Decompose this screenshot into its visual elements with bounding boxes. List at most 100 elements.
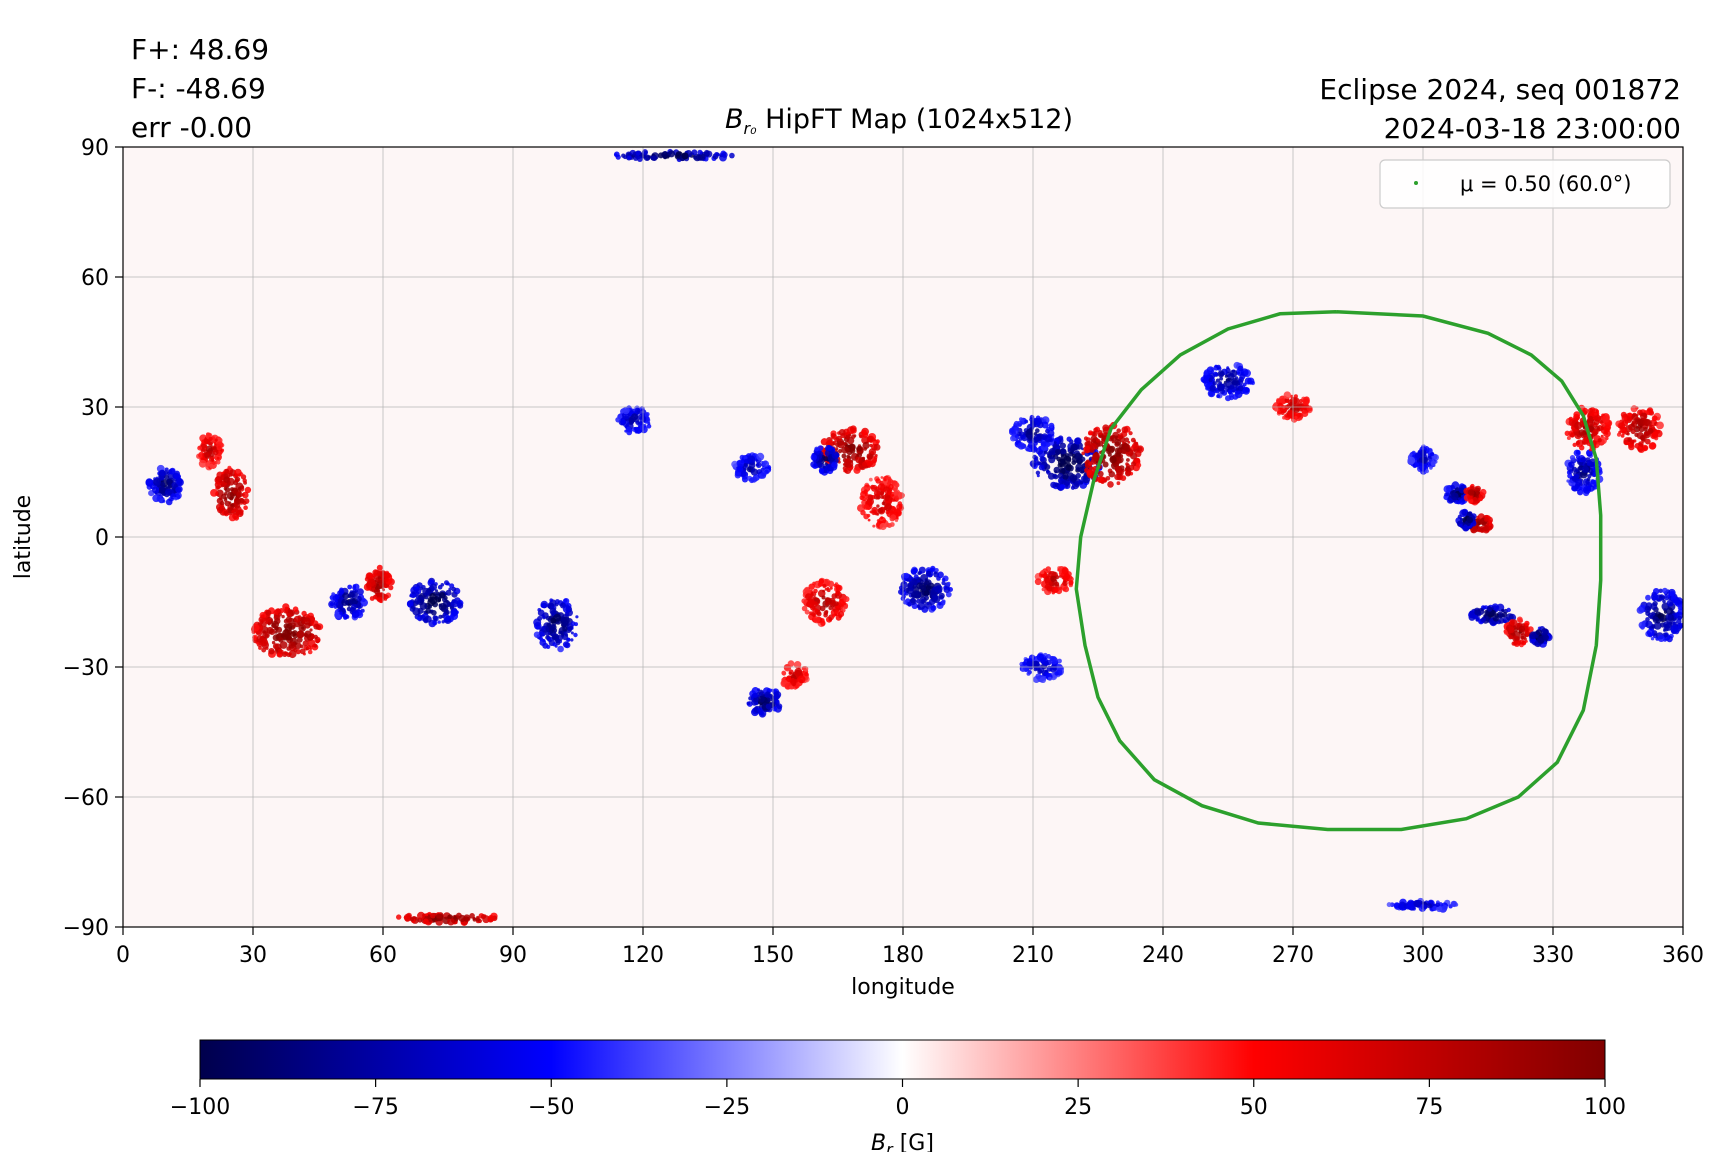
flux-speckle bbox=[540, 626, 546, 631]
flux-speckle bbox=[627, 155, 632, 160]
observation-meta: Eclipse 2024, seq 001872 2024-03-18 23:0… bbox=[1319, 70, 1681, 148]
flux-speckle bbox=[220, 483, 225, 488]
flux-speckle bbox=[445, 589, 452, 596]
event-label: Eclipse 2024, seq 001872 bbox=[1319, 73, 1681, 106]
flux-speckle bbox=[833, 601, 839, 607]
flux-speckle bbox=[1457, 497, 1461, 500]
flux-speckle bbox=[926, 602, 930, 606]
flux-speckle bbox=[1442, 904, 1448, 911]
flux-speckle bbox=[262, 630, 266, 634]
flux-speckle bbox=[334, 605, 337, 609]
flux-speckle bbox=[872, 524, 876, 528]
flux-speckle bbox=[1542, 634, 1549, 641]
flux-speckle bbox=[1575, 449, 1581, 455]
flux-speckle bbox=[781, 678, 786, 682]
flux-speckle bbox=[1587, 474, 1592, 479]
flux-speckle bbox=[1079, 480, 1084, 485]
flux-speckle bbox=[403, 915, 408, 920]
flux-speckle bbox=[1231, 378, 1239, 386]
flux-speckle bbox=[1050, 481, 1057, 489]
flux-speckle bbox=[1468, 613, 1476, 621]
flux-speckle bbox=[1037, 461, 1041, 466]
flux-speckle bbox=[242, 478, 247, 483]
flux-speckle bbox=[1135, 460, 1139, 464]
flux-speckle bbox=[1068, 580, 1074, 586]
flux-speckle bbox=[946, 581, 951, 586]
flux-speckle bbox=[831, 614, 836, 618]
flux-speckle bbox=[1640, 412, 1648, 420]
flux-speckle bbox=[906, 586, 914, 594]
flux-speckle bbox=[1061, 567, 1069, 575]
flux-speckle bbox=[822, 589, 825, 593]
flux-speckle bbox=[1055, 448, 1061, 455]
flux-speckle bbox=[1571, 466, 1577, 472]
flux-speckle bbox=[845, 447, 850, 453]
flux-speckle bbox=[1664, 594, 1669, 598]
flux-speckle bbox=[301, 626, 305, 630]
flux-speckle bbox=[748, 461, 756, 469]
colorbar-tick-label: −75 bbox=[352, 1095, 398, 1120]
flux-speckle bbox=[813, 463, 817, 467]
flux-speckle bbox=[442, 597, 447, 603]
flux-speckle bbox=[372, 573, 377, 578]
flux-speckle bbox=[893, 509, 902, 517]
flux-speckle bbox=[1577, 459, 1581, 463]
flux-speckle bbox=[1026, 660, 1033, 668]
flux-speckle bbox=[1627, 412, 1632, 417]
flux-speckle bbox=[347, 584, 353, 590]
flux-speckle bbox=[917, 579, 921, 583]
flux-speckle bbox=[883, 478, 887, 482]
flux-speckle bbox=[923, 590, 930, 597]
flux-speckle bbox=[296, 636, 303, 643]
flux-speckle bbox=[1035, 428, 1040, 433]
flux-speckle bbox=[634, 429, 639, 434]
mu-contour-line bbox=[1074, 309, 1603, 832]
flux-speckle bbox=[351, 603, 357, 610]
flux-speckle bbox=[1107, 452, 1112, 457]
flux-speckle bbox=[158, 486, 166, 494]
flux-speckle bbox=[1036, 474, 1040, 478]
flux-speckle bbox=[1074, 437, 1082, 445]
flux-speckle bbox=[1011, 433, 1016, 437]
flux-speckle bbox=[861, 429, 867, 436]
flux-speckle bbox=[1274, 407, 1279, 412]
flux-speckle bbox=[1523, 637, 1527, 641]
flux-speckle bbox=[875, 439, 880, 444]
flux-speckle bbox=[562, 626, 568, 632]
flux-speckle bbox=[1643, 445, 1648, 451]
flux-speckle bbox=[1063, 586, 1070, 593]
flux-speckle bbox=[1126, 458, 1130, 462]
flux-speckle bbox=[1414, 462, 1420, 468]
flux-speckle bbox=[1581, 465, 1589, 473]
flux-speckle bbox=[637, 156, 643, 163]
flux-speckle bbox=[198, 453, 203, 458]
flux-speckle bbox=[888, 484, 894, 490]
flux-speckle bbox=[1010, 435, 1017, 442]
flux-speckle bbox=[788, 671, 792, 675]
flux-speckle bbox=[289, 623, 293, 626]
flux-speckle bbox=[941, 577, 946, 582]
flux-speckle bbox=[345, 614, 350, 619]
flux-speckle bbox=[422, 918, 429, 925]
flux-speckle bbox=[838, 429, 846, 436]
flux-speckle bbox=[238, 486, 241, 490]
flux-speckle bbox=[334, 595, 340, 600]
flux-speckle bbox=[1673, 595, 1677, 599]
flux-speckle bbox=[1476, 521, 1481, 525]
active-region bbox=[196, 432, 225, 471]
flux-speckle bbox=[268, 628, 276, 635]
flux-speckle bbox=[635, 420, 640, 425]
flux-speckle bbox=[197, 445, 203, 451]
flux-speckle bbox=[307, 649, 313, 655]
flux-speckle bbox=[1224, 374, 1228, 378]
flux-speckle bbox=[1116, 481, 1121, 486]
flux-speckle bbox=[168, 468, 176, 475]
flux-speckle bbox=[1668, 614, 1672, 618]
flux-speckle bbox=[1482, 525, 1489, 532]
flux-speckle bbox=[1048, 448, 1057, 456]
flux-speckle bbox=[1109, 456, 1117, 464]
flux-speckle bbox=[443, 608, 448, 613]
flux-speckle bbox=[1467, 487, 1471, 491]
flux-speckle bbox=[1487, 613, 1492, 617]
flux-speckle bbox=[213, 449, 219, 456]
